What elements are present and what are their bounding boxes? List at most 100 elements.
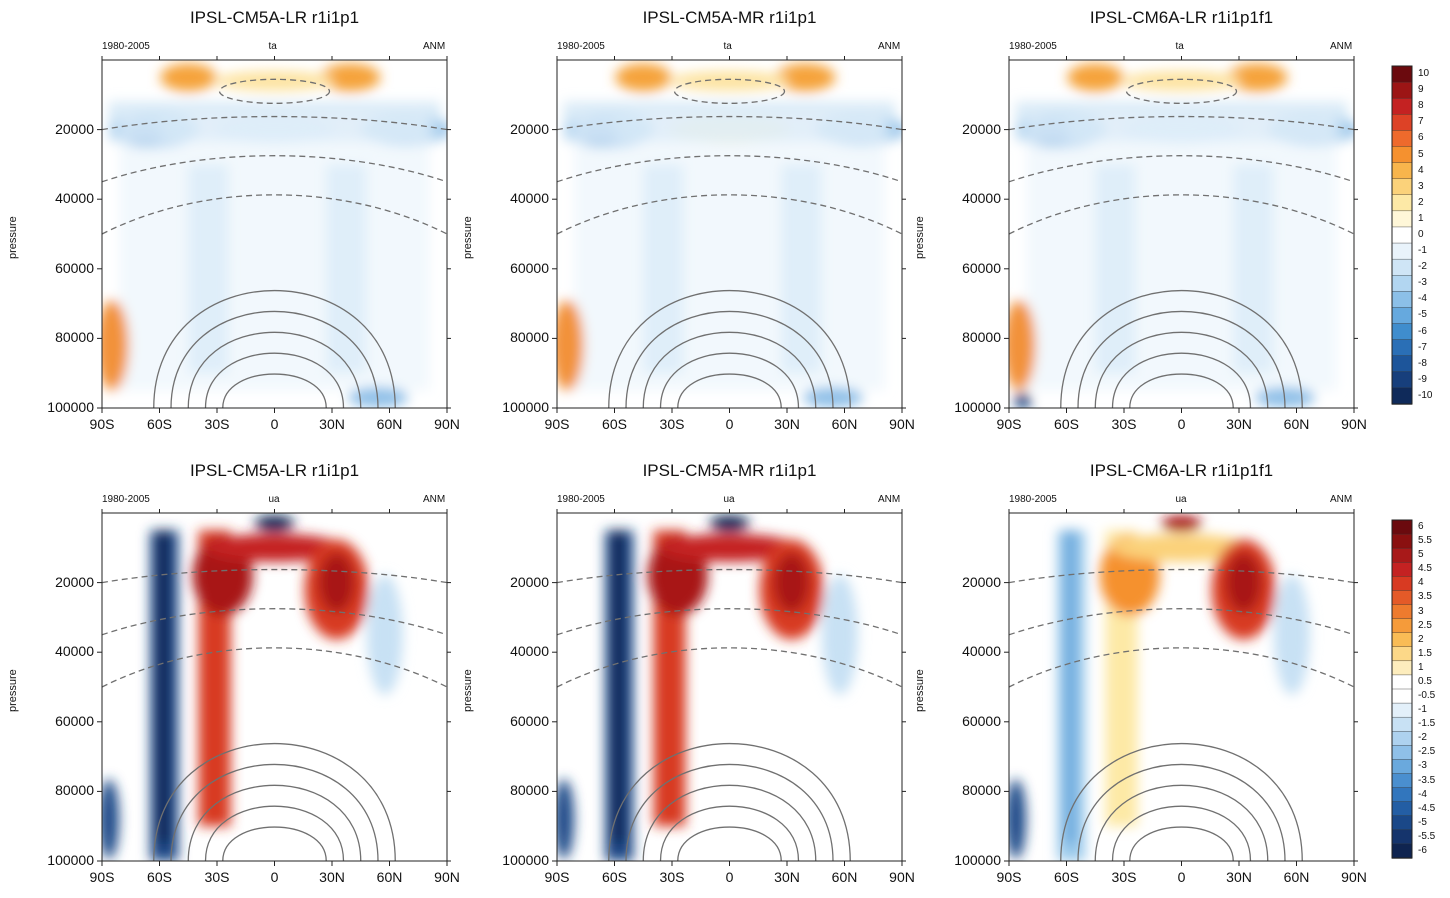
x-tick-label: 30S [204, 416, 230, 432]
colorbar-swatch [1391, 387, 1413, 405]
x-tick-label: 0 [725, 869, 734, 885]
colorbar-label: -1 [1418, 704, 1427, 716]
y-tick-label: 40000 [962, 190, 1001, 207]
colorbar-label: 0 [1418, 229, 1424, 240]
y-tick-label: 80000 [55, 329, 94, 346]
colorbar-label: 5.5 [1418, 535, 1432, 547]
y-tick-label: 100000 [954, 852, 1001, 868]
colorbar-swatch [1391, 258, 1413, 276]
x-tick-label: 30N [319, 869, 345, 885]
colorbar-swatch [1391, 97, 1413, 115]
x-tick-label: 0 [725, 416, 734, 432]
colorbar-label: -2 [1418, 261, 1427, 273]
colorbar-label: -3 [1418, 760, 1427, 772]
y-tick-label: 100000 [47, 852, 94, 868]
colorbar-swatch [1391, 323, 1413, 341]
y-tick-label: 60000 [962, 259, 1001, 276]
x-tick-label: 90N [1341, 869, 1367, 885]
colorbar-label: 1 [1418, 212, 1424, 224]
y-tick-label: 40000 [962, 643, 1001, 660]
colorbar-label: -4.5 [1418, 802, 1436, 814]
colorbar-swatch [1391, 618, 1413, 634]
colorbar-swatch [1391, 702, 1413, 718]
season-label: ANM [423, 494, 446, 505]
colorbar-label: 2 [1418, 196, 1424, 208]
period-label: 1980-2005 [1009, 41, 1057, 52]
field-plot [557, 513, 902, 861]
colorbar-swatch [1391, 547, 1413, 563]
x-tick-label: 60N [1283, 416, 1310, 432]
colorbar-label: 3 [1418, 180, 1424, 192]
colorbar-label: 2.5 [1418, 619, 1432, 631]
season-label: ANM [1330, 494, 1353, 505]
colorbar-swatch [1391, 339, 1413, 357]
colorbar-label: -4 [1418, 788, 1427, 800]
colorbar-label: 10 [1418, 68, 1430, 80]
colorbar-swatch [1391, 210, 1413, 228]
x-tick-label: 30S [204, 869, 230, 885]
y-tick-label: 20000 [55, 120, 94, 137]
x-tick-label: 30N [1226, 416, 1252, 432]
x-tick-label: 60S [1054, 869, 1079, 885]
season-label: ANM [423, 41, 446, 52]
colorbar-label: -1.5 [1418, 718, 1436, 730]
x-tick-label: 30N [1226, 869, 1252, 885]
y-tick-label: 60000 [55, 259, 94, 276]
y-tick-label: 100000 [954, 399, 1001, 415]
x-tick-label: 60S [147, 416, 172, 432]
colorbar-swatch [1391, 604, 1413, 620]
colorbar-swatch [1391, 590, 1413, 606]
colorbar-label: 2 [1418, 633, 1424, 645]
y-tick-label: 80000 [962, 782, 1001, 799]
field-plot [102, 60, 447, 408]
colorbar-swatch [1391, 355, 1413, 373]
x-tick-label: 90S [89, 416, 115, 432]
x-tick-label: 30N [774, 416, 800, 432]
colorbar-label: 3 [1418, 605, 1424, 617]
x-tick-label: 90S [544, 869, 570, 885]
colorbar-label: 8 [1418, 100, 1424, 112]
colorbar-swatch [1391, 576, 1413, 592]
colorbar-swatch [1391, 787, 1413, 803]
x-tick-label: 60S [602, 869, 627, 885]
x-tick-label: 30S [1111, 416, 1137, 432]
y-tick-label: 100000 [502, 399, 549, 415]
colorbar-label: 5 [1418, 549, 1424, 561]
colorbar-label: 1.5 [1418, 647, 1432, 659]
colorbar-swatch [1391, 533, 1413, 549]
y-tick-label: 60000 [55, 712, 94, 729]
y-tick-label: 60000 [510, 259, 549, 276]
y-tick-label: 20000 [962, 573, 1001, 590]
x-tick-label: 60S [147, 869, 172, 885]
period-label: 1980-2005 [102, 41, 150, 52]
colorbar-swatch [1391, 829, 1413, 845]
colorbar-swatch [1391, 162, 1413, 180]
x-tick-label: 30N [319, 416, 345, 432]
y-tick-label: 60000 [962, 712, 1001, 729]
x-tick-label: 0 [1177, 416, 1186, 432]
colorbar-swatch [1391, 291, 1413, 309]
period-label: 1980-2005 [557, 494, 605, 505]
y-tick-label: 20000 [962, 120, 1001, 137]
panel-title: IPSL-CM6A-LR r1i1p1f1 [1089, 461, 1274, 480]
colorbar-swatch [1391, 843, 1413, 859]
y-tick-label: 20000 [55, 573, 94, 590]
x-tick-label: 90N [889, 869, 915, 885]
season-label: ANM [1330, 41, 1353, 52]
colorbar-label: -7 [1418, 341, 1427, 353]
y-tick-label: 80000 [510, 329, 549, 346]
season-label: ANM [878, 41, 901, 52]
colorbar-swatch [1391, 178, 1413, 196]
colorbar-swatch [1391, 81, 1413, 99]
colorbar-label: -2.5 [1418, 746, 1436, 758]
panel-title: IPSL-CM6A-LR r1i1p1f1 [1089, 8, 1274, 27]
colorbar-swatch [1391, 146, 1413, 164]
colorbar-swatch [1391, 275, 1413, 293]
colorbar-label: 4.5 [1418, 563, 1432, 575]
y-tick-label: 80000 [962, 329, 1001, 346]
y-tick-label: 60000 [510, 712, 549, 729]
colorbar-label: 0.5 [1418, 675, 1432, 687]
colorbar-label: -5 [1418, 816, 1427, 828]
colorbar-swatch [1391, 65, 1413, 83]
